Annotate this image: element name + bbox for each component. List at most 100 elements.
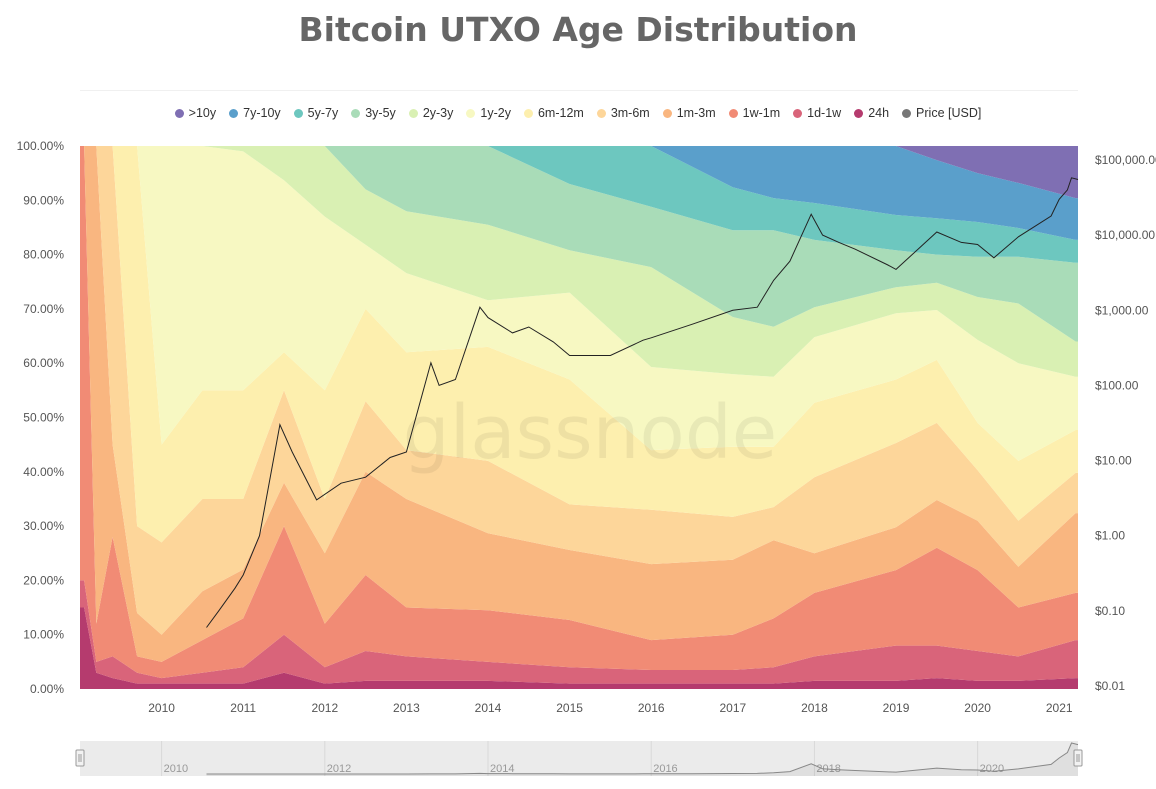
legend-label: >10y [188, 106, 217, 120]
legend-item[interactable]: 2y-3y [408, 106, 454, 120]
legend: >10y 7y-10y 5y-7y 3y-5y 2y-3y 1y-2y 6m-12m 3m-6… [0, 106, 1156, 120]
legend-item[interactable]: 5y-7y [293, 106, 339, 120]
area-3y-5y [80, 146, 1078, 342]
navigator-right-handle[interactable] [1073, 749, 1083, 767]
chart-title: Bitcoin UTXO Age Distribution [298, 10, 858, 49]
navigator-left-handle[interactable] [75, 749, 85, 767]
legend-item[interactable]: 1d-1w [793, 106, 841, 120]
price-tick-label: $0.01 [1095, 679, 1125, 693]
legend-dot-icon [793, 108, 803, 118]
price-tick-label: $1,000.00 [1095, 303, 1149, 317]
legend-label: 1d-1w [807, 106, 842, 120]
navigator-tick-label: 2010 [164, 763, 188, 775]
legend-label: 3y-5y [365, 106, 396, 120]
price-tick-label: $10,000.00 [1095, 228, 1155, 242]
navigator-tick-label: 2020 [980, 763, 1004, 775]
y-tick-label: 70.00% [23, 302, 64, 316]
legend-item[interactable]: 1y-2y [466, 106, 511, 120]
x-tick-label: 2019 [883, 701, 910, 715]
area->10y [80, 146, 1078, 199]
legend-dot-icon [466, 108, 476, 118]
legend-dot-icon [351, 108, 361, 118]
legend-dot-icon [596, 108, 606, 118]
y-tick-label: 60.00% [23, 356, 64, 370]
navigator-area [206, 743, 1078, 776]
legend-label: 7y-10y [243, 106, 281, 120]
area-2y-3y [80, 146, 1078, 377]
x-tick-label: 2021 [1046, 701, 1073, 715]
legend-label: 1y-2y [480, 106, 511, 120]
legend-dot-icon [174, 108, 184, 118]
legend-dot-icon [728, 108, 738, 118]
x-tick-label: 2017 [719, 701, 746, 715]
y-tick-label: 40.00% [23, 465, 64, 479]
right-axis: $0.01 $0.10 $1.00 $10.00 $100.00 $1,000.00 $10… [1095, 153, 1156, 693]
legend-dot-icon [662, 108, 672, 118]
navigator-tick-label: 2012 [327, 763, 351, 775]
legend-item[interactable]: 7y-10y [229, 106, 281, 120]
legend-dot-icon [902, 108, 912, 118]
legend-item[interactable]: 6m-12m [523, 106, 584, 120]
price-tick-label: $100,000.00 [1095, 153, 1156, 167]
x-tick-label: 2015 [556, 701, 583, 715]
legend-item[interactable]: 24h [854, 106, 889, 120]
y-tick-label: 50.00% [23, 411, 64, 425]
legend-item[interactable]: Price [USD] [902, 106, 981, 120]
legend-item[interactable]: >10y [174, 106, 217, 120]
legend-label: 5y-7y [307, 106, 339, 120]
area-6m-12m [80, 146, 1078, 543]
legend-label: 1w-1m [742, 106, 781, 120]
legend-label: 24h [868, 106, 890, 120]
price-tick-label: $0.10 [1095, 604, 1125, 618]
legend-dot-icon [408, 108, 418, 118]
y-tick-label: 90.00% [23, 193, 64, 207]
legend-label: 6m-12m [537, 106, 584, 120]
x-tick-label: 2014 [475, 701, 502, 715]
price-tick-label: $1.00 [1095, 529, 1125, 543]
area-5y-7y [80, 146, 1078, 263]
x-tick-label: 2016 [638, 701, 665, 715]
legend-label: 1m-3m [676, 106, 716, 120]
legend-item[interactable]: 3m-6m [596, 106, 650, 120]
legend-item[interactable]: 3y-5y [351, 106, 396, 120]
x-tick-label: 2018 [801, 701, 828, 715]
x-tick-label: 2011 [230, 701, 256, 715]
x-tick-label: 2010 [148, 701, 175, 715]
area-1m-3m [80, 146, 1078, 662]
legend-item[interactable]: 1w-1m [728, 106, 781, 120]
watermark: glassnode [403, 390, 778, 476]
legend-dot-icon [229, 108, 239, 118]
x-axis: 2010 2011 2012 2013 2014 2015 2016 2017 2018 2019… [148, 701, 1073, 715]
x-tick-label: 2012 [311, 701, 338, 715]
area-3m-6m [80, 146, 1078, 635]
price-line [206, 177, 1079, 628]
legend-dot-icon [854, 108, 864, 118]
price-tick-label: $100.00 [1095, 378, 1139, 392]
stacked-areas [80, 146, 1078, 689]
legend-label: 2y-3y [422, 106, 454, 120]
y-tick-label: 100.00% [17, 139, 65, 153]
y-tick-label: 10.00% [23, 628, 64, 642]
navigator-price-line [206, 742, 1079, 775]
navigator-tick-label: 2014 [490, 763, 514, 775]
area-1w-1m [80, 146, 1078, 679]
y-tick-label: 0.00% [30, 682, 64, 696]
y-tick-label: 30.00% [23, 519, 64, 533]
navigator[interactable]: 2010 2012 2014 2016 2018 2020 [75, 741, 1083, 776]
area-1y-2y [80, 146, 1078, 461]
legend-label: Price [USD] [916, 106, 982, 120]
area-1d-1w [80, 580, 1078, 684]
legend-item[interactable]: 1m-3m [662, 106, 716, 120]
legend-dot-icon [523, 108, 533, 118]
left-axis: 0.00% 10.00% 20.00% 30.00% 40.00% 50.00% 60.00… [17, 139, 65, 696]
price-tick-label: $10.00 [1095, 454, 1132, 468]
y-tick-label: 20.00% [23, 573, 64, 587]
legend-dot-icon [293, 108, 303, 118]
y-tick-label: 80.00% [23, 248, 64, 262]
navigator-tick-label: 2016 [653, 763, 677, 775]
area-7y-10y [80, 146, 1078, 240]
x-tick-label: 2013 [393, 701, 420, 715]
x-tick-label: 2020 [964, 701, 991, 715]
divider [80, 90, 1078, 91]
